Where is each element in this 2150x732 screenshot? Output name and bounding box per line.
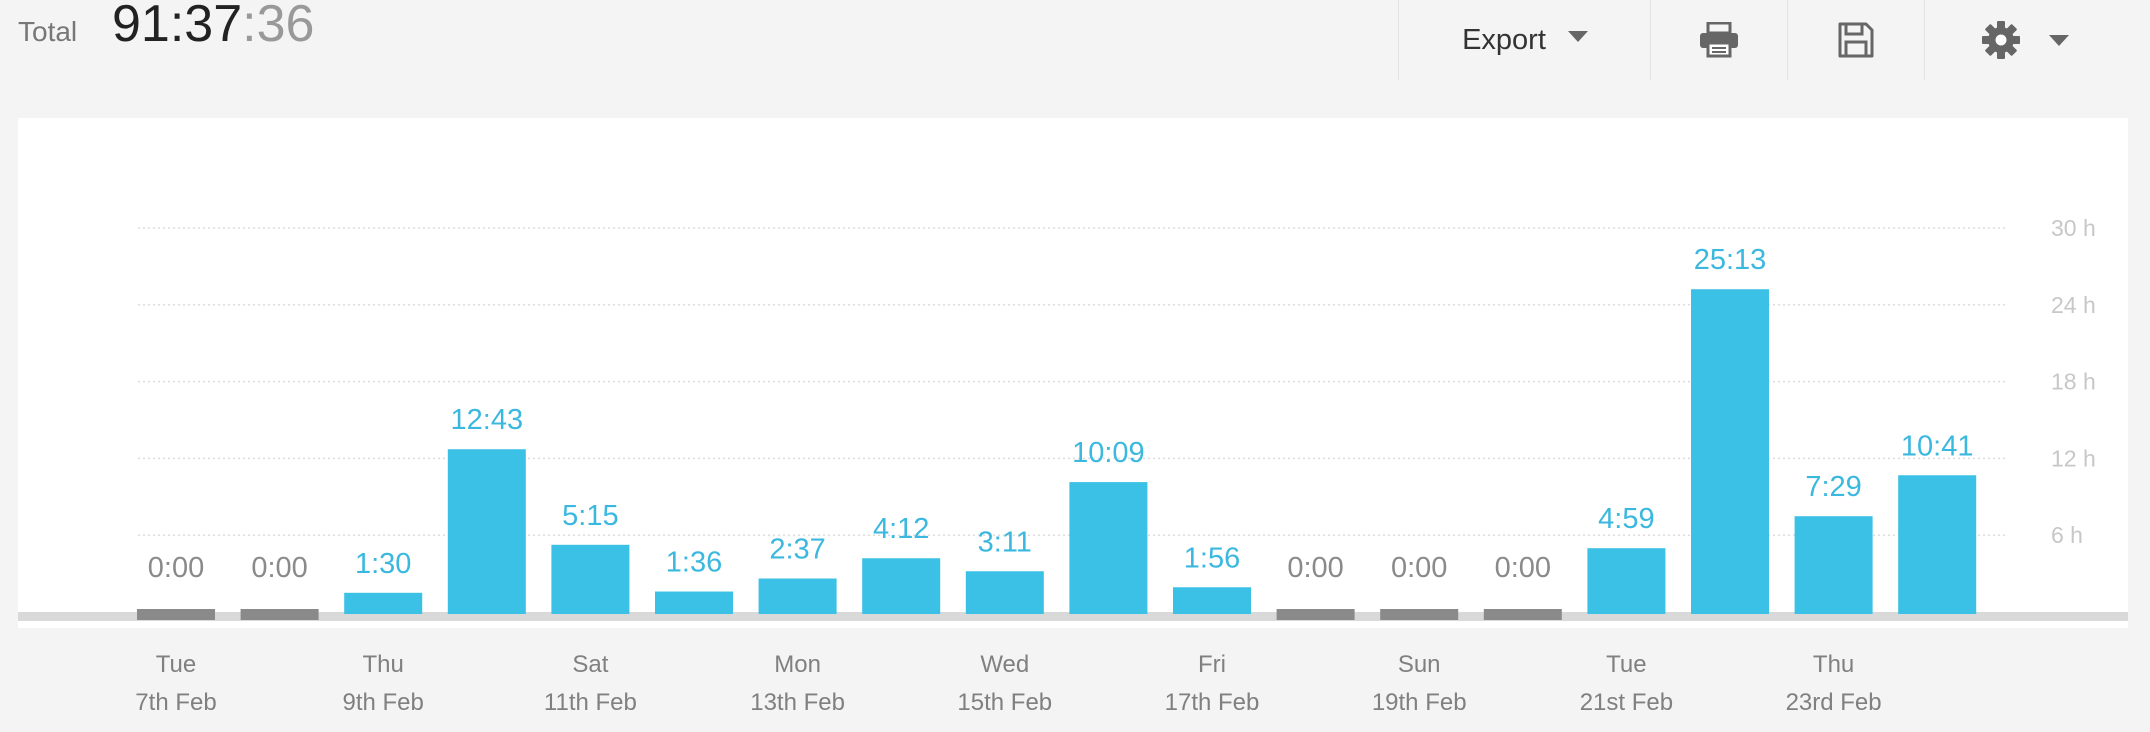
toolbar: Total 91:37:36 Export — [0, 0, 2150, 80]
bar-value-label: 4:12 — [873, 513, 929, 545]
total-label: Total — [18, 16, 78, 47]
x-tick-date: 19th Feb — [1371, 689, 1467, 716]
bar-value-label: 7:29 — [1805, 471, 1861, 503]
bar-value-label: 0:00 — [148, 552, 204, 584]
bar-value-label: 1:56 — [1184, 542, 1240, 574]
x-tick-day: Thu — [1812, 651, 1855, 678]
x-tick-day: Mon — [774, 651, 821, 678]
chevron-down-icon — [1567, 30, 1588, 42]
save-button[interactable] — [1788, 0, 1924, 80]
x-tick-label: Sat 11th Feb — [510, 646, 670, 722]
x-tick-day: Wed — [980, 651, 1030, 678]
bar-value-label: 4:59 — [1598, 503, 1654, 535]
x-tick-date: 13th Feb — [750, 689, 845, 716]
bar — [1173, 587, 1251, 614]
bar — [447, 449, 526, 614]
x-tick-date: 15th Feb — [957, 689, 1053, 716]
y-tick-label: 30 h — [2051, 215, 2096, 241]
bar — [1691, 289, 1769, 614]
bar-value-label: 0:00 — [1391, 552, 1447, 584]
bar — [344, 592, 423, 614]
bar-value-label: 3:11 — [978, 526, 1032, 558]
x-tick-date: 17th Feb — [1164, 689, 1260, 716]
bar-value-label: 1:36 — [666, 547, 722, 579]
x-tick-label: Wed 15th Feb — [925, 646, 1085, 722]
y-tick-label: 18 h — [2051, 369, 2096, 395]
bar-zero — [137, 609, 215, 620]
bar-value-label: 0:00 — [1287, 552, 1343, 584]
x-tick-date: 9th Feb — [342, 689, 424, 716]
bar-value-label: 2:37 — [769, 534, 825, 566]
x-tick-label: Mon 13th Feb — [718, 646, 878, 722]
bar — [1794, 516, 1873, 614]
x-tick-date: 7th Feb — [135, 689, 217, 716]
x-tick-label: Fri 17th Feb — [1132, 646, 1292, 722]
export-button[interactable]: Export — [1400, 0, 1650, 80]
bar — [1898, 475, 1977, 614]
x-tick-date: 23rd Feb — [1785, 689, 1882, 716]
print-button[interactable] — [1651, 0, 1787, 80]
toolbar-divider — [1650, 0, 1651, 80]
bar-value-label: 25:13 — [1694, 244, 1767, 276]
toolbar-divider — [1398, 0, 1399, 80]
bar-zero — [240, 609, 319, 620]
y-tick-label: 12 h — [2051, 445, 2096, 471]
x-tick-day: Fri — [1198, 651, 1226, 678]
bar-value-label: 10:41 — [1901, 430, 1974, 462]
x-tick-label: Tue 21st Feb — [1546, 646, 1706, 722]
bar-zero — [1483, 609, 1562, 620]
bar — [1587, 548, 1666, 614]
bar — [551, 544, 630, 614]
bar-value-label: 1:30 — [355, 548, 411, 580]
bar-zero — [1380, 609, 1459, 620]
total-seconds: :36 — [242, 0, 315, 53]
bar-zero — [1276, 609, 1355, 620]
printer-icon — [1700, 22, 1738, 58]
bar-value-label: 12:43 — [451, 404, 524, 436]
x-tick-day: Tue — [1606, 651, 1647, 678]
chart-panel: 6 h 12 h 18 h 24 h 30 h 0:00 0:00 1:30 12:43 5:15… — [18, 118, 2128, 628]
x-tick-label: Thu 23rd Feb — [1754, 646, 1914, 722]
x-tick-label: Tue 7th Feb — [96, 646, 256, 722]
bar — [862, 558, 941, 614]
export-label: Export — [1462, 23, 1546, 56]
bar-value-label: 5:15 — [562, 500, 618, 532]
bar-value-label: 10:09 — [1072, 437, 1145, 469]
bar-chart: 6 h 12 h 18 h 24 h 30 h 0:00 0:00 1:30 12:43 5:15… — [18, 215, 2128, 621]
x-tick-day: Sat — [572, 651, 609, 678]
floppy-disk-icon — [1838, 22, 1874, 58]
total-hours-minutes: 91:37 — [112, 0, 243, 53]
bar — [655, 591, 733, 614]
y-tick-label: 24 h — [2051, 292, 2096, 318]
chevron-down-icon — [2049, 34, 2069, 46]
toolbar-divider — [1787, 0, 1788, 80]
bar — [965, 571, 1044, 614]
x-tick-day: Tue — [155, 651, 197, 678]
x-tick-date: 21st Feb — [1579, 689, 1674, 716]
x-tick-label: Thu 9th Feb — [303, 646, 463, 722]
x-tick-day: Sun — [1397, 651, 1441, 678]
bar — [1069, 482, 1148, 614]
bar-value-label: 0:00 — [251, 552, 307, 584]
x-tick-date: 11th Feb — [543, 689, 637, 716]
total-duration: 91:37:36 — [112, 0, 314, 54]
bar — [758, 578, 837, 614]
toolbar-divider — [1924, 0, 1925, 80]
x-tick-day: Thu — [362, 651, 404, 678]
settings-button[interactable] — [1925, 0, 2125, 80]
y-tick-label: 6 h — [2051, 522, 2083, 548]
x-axis-labels: Tue 7th Feb Thu 9th Feb Sat 11th Feb Mon 13th F… — [0, 636, 2150, 732]
gear-icon — [1982, 21, 2020, 59]
bar-value-label: 0:00 — [1495, 552, 1551, 584]
x-axis-baseline — [18, 612, 2128, 621]
x-tick-label: Sun 19th Feb — [1339, 646, 1499, 722]
